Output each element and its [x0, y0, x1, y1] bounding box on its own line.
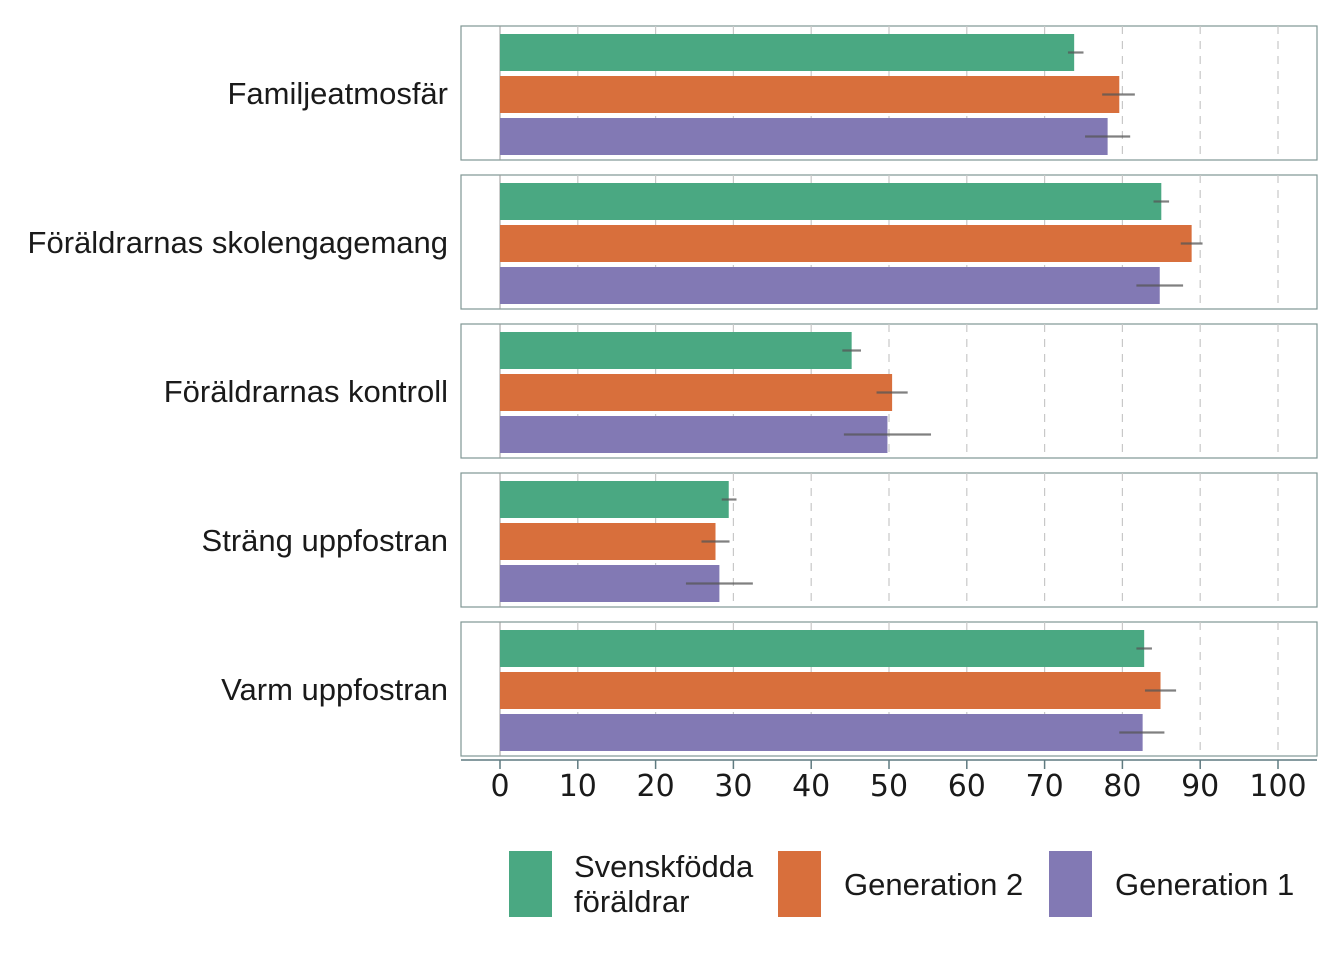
category-panels: Familjeatmosfär Föräldrarnas skolengagema…: [28, 25, 1318, 757]
x-tick-label: 90: [1181, 769, 1219, 804]
category-label: Familjeatmosfär: [228, 76, 449, 111]
bar-svenskfodda-foraldrar-varm-uppfostran: [500, 630, 1145, 667]
panel-foraldrarnas-kontroll: Föräldrarnas kontroll: [164, 323, 1318, 459]
legend-label: Svenskfödda föräldrar: [574, 849, 754, 919]
bar-svenskfodda-foraldrar-foraldrarnas-kontroll: [500, 332, 852, 369]
x-tick-label: 60: [948, 769, 986, 804]
x-tick-label: 30: [714, 769, 752, 804]
bar-generation-2-foraldrarnas-kontroll: [500, 374, 893, 411]
x-tick-label: 100: [1249, 769, 1306, 804]
x-tick-label: 80: [1103, 769, 1141, 804]
bar-generation-2-varm-uppfostran: [500, 672, 1161, 709]
bar-svenskfodda-foraldrar-foraldrarnas-skolengagemang: [500, 183, 1162, 220]
legend-item-generation-1: Generation 1: [1049, 851, 1294, 917]
category-label: Föräldrarnas kontroll: [164, 374, 448, 409]
bar-generation-1-foraldrarnas-skolengagemang: [500, 267, 1160, 304]
panel-familjeatmosfar: Familjeatmosfär: [228, 25, 1318, 161]
x-tick-label: 10: [559, 769, 597, 804]
legend-label: Generation 2: [844, 867, 1023, 902]
bar-generation-1-foraldrarnas-kontroll: [500, 416, 888, 453]
x-axis: 0 10 20 30 40 50 60 70 80 90 100: [461, 759, 1317, 804]
legend-label-line: Svenskfödda: [574, 849, 754, 884]
legend-swatch: [509, 851, 552, 917]
bar-generation-1-strang-uppfostran: [500, 565, 720, 602]
bar-generation-2-foraldrarnas-skolengagemang: [500, 225, 1192, 262]
x-tick-label: 50: [870, 769, 908, 804]
category-label: Sträng uppfostran: [202, 523, 448, 558]
panel-varm-uppfostran: Varm uppfostran: [221, 621, 1318, 757]
bar-svenskfodda-foraldrar-familjeatmosfar: [500, 34, 1075, 71]
x-tick-label: 40: [792, 769, 830, 804]
legend: Svenskfödda föräldrar Generation 2 Generati…: [509, 849, 1294, 919]
bar-generation-1-familjeatmosfar: [500, 118, 1108, 155]
x-tick-label: 20: [637, 769, 675, 804]
x-tick-label: 0: [490, 769, 509, 804]
category-label: Föräldrarnas skolengagemang: [28, 225, 448, 260]
panel-foraldrarnas-skolengagemang: Föräldrarnas skolengagemang: [28, 174, 1318, 310]
category-label: Varm uppfostran: [221, 672, 448, 707]
legend-swatch: [1049, 851, 1092, 917]
legend-label-line: föräldrar: [574, 884, 689, 919]
legend-label-line: Generation 2: [844, 867, 1023, 902]
bar-generation-2-strang-uppfostran: [500, 523, 716, 560]
x-tick-label: 70: [1026, 769, 1064, 804]
bar-generation-1-varm-uppfostran: [500, 714, 1143, 751]
legend-item-generation-2: Generation 2: [778, 851, 1023, 917]
bar-svenskfodda-foraldrar-strang-uppfostran: [500, 481, 729, 518]
panel-strang-uppfostran: Sträng uppfostran: [202, 472, 1318, 608]
bar-generation-2-familjeatmosfar: [500, 76, 1120, 113]
legend-label-line: Generation 1: [1115, 867, 1294, 902]
legend-label: Generation 1: [1115, 867, 1294, 902]
legend-swatch: [778, 851, 821, 917]
legend-item-svenskfodda-foraldrar: Svenskfödda föräldrar: [509, 849, 754, 919]
